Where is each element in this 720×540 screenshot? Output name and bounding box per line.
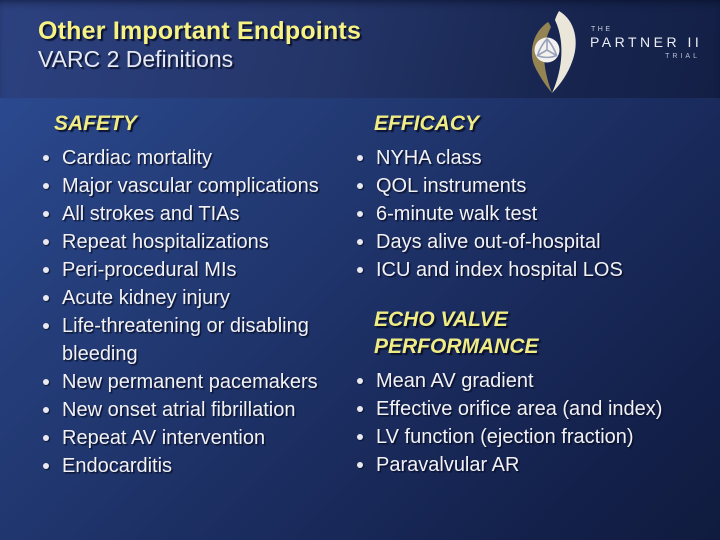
efficacy-list: NYHA class QOL instruments 6-minute walk t… bbox=[354, 144, 710, 284]
bullet-dot bbox=[357, 239, 363, 245]
list-item: 6-minute walk test bbox=[354, 200, 710, 228]
list-item: Cardiac mortality bbox=[40, 144, 352, 172]
list-item-text: New permanent pacemakers bbox=[62, 371, 318, 393]
echo-valve-performance-heading: ECHO VALVE PERFORMANCE bbox=[374, 308, 539, 358]
bullet-dot bbox=[43, 379, 49, 385]
list-item-text: Endocarditis bbox=[62, 455, 173, 477]
bullet-dot bbox=[43, 183, 49, 189]
bullet-dot bbox=[357, 183, 363, 189]
logo-text: THE PARTNER II TRIAL bbox=[590, 26, 704, 60]
list-item: Repeat hospitalizations bbox=[40, 228, 352, 256]
logo-the: THE bbox=[591, 26, 613, 33]
list-item-text: Acute kidney injury bbox=[62, 287, 230, 309]
bullet-dot bbox=[357, 378, 363, 384]
list-item: All strokes and TIAs bbox=[40, 200, 352, 228]
list-item: LV function (ejection fraction) bbox=[354, 423, 710, 451]
list-item-text: Paravalvular AR bbox=[376, 454, 520, 476]
list-item: Peri-procedural MIs bbox=[40, 256, 352, 284]
bullet-dot bbox=[43, 323, 49, 329]
bullet-dot bbox=[43, 211, 49, 217]
header-band bbox=[0, 0, 720, 98]
list-item: Effective orifice area (and index) bbox=[354, 395, 710, 423]
bullet-dot bbox=[43, 239, 49, 245]
list-item: Days alive out-of-hospital bbox=[354, 228, 710, 256]
heart-valve-icon bbox=[531, 11, 576, 93]
safety-list: Cardiac mortality Major vascular complica… bbox=[40, 144, 352, 480]
echo-list: Mean AV gradient Effective orifice area (… bbox=[354, 367, 710, 479]
list-item-text: Major vascular complications bbox=[62, 175, 319, 197]
bullet-dot bbox=[357, 462, 363, 468]
list-item-text: Effective orifice area (and index) bbox=[376, 398, 663, 420]
page-title: Other Important Endpoints bbox=[38, 17, 362, 45]
logo-trial: TRIAL bbox=[665, 53, 700, 60]
list-item-text: All strokes and TIAs bbox=[62, 203, 240, 225]
list-item-text: Peri-procedural MIs bbox=[62, 259, 237, 281]
list-item: NYHA class bbox=[354, 144, 710, 172]
list-item: Paravalvular AR bbox=[354, 451, 710, 479]
list-item: Endocarditis bbox=[40, 452, 352, 480]
list-item: Repeat AV intervention bbox=[40, 424, 352, 452]
list-item-text: New onset atrial fibrillation bbox=[62, 399, 296, 421]
efficacy-heading: EFFICACY bbox=[374, 112, 479, 135]
list-item: Mean AV gradient bbox=[354, 367, 710, 395]
list-item: Life-threatening or disabling bleeding bbox=[40, 312, 352, 368]
bullet-dot bbox=[43, 295, 49, 301]
bullet-dot bbox=[43, 267, 49, 273]
list-item-text: Life-threatening or disabling bleeding bbox=[62, 315, 309, 365]
safety-heading: SAFETY bbox=[54, 112, 137, 135]
list-item: Major vascular complications bbox=[40, 172, 352, 200]
list-item-text: Cardiac mortality bbox=[62, 147, 213, 169]
list-item-text: Repeat AV intervention bbox=[62, 427, 266, 449]
list-item-text: NYHA class bbox=[376, 147, 482, 169]
efficacy-column: EFFICACY NYHA class QOL instruments 6-minu… bbox=[354, 110, 710, 479]
list-item: ICU and index hospital LOS bbox=[354, 256, 710, 284]
bullet-dot bbox=[357, 406, 363, 412]
bullet-dot bbox=[43, 435, 49, 441]
bullet-dot bbox=[43, 155, 49, 161]
list-item: Acute kidney injury bbox=[40, 284, 352, 312]
bullet-dot bbox=[357, 211, 363, 217]
bullet-dot bbox=[357, 434, 363, 440]
bullet-dot bbox=[357, 155, 363, 161]
partner-trial-logo: THE PARTNER II TRIAL bbox=[524, 8, 704, 94]
bullet-dot bbox=[357, 267, 363, 273]
list-item-text: LV function (ejection fraction) bbox=[376, 426, 634, 448]
list-item-text: Mean AV gradient bbox=[376, 370, 534, 392]
bullet-dot bbox=[43, 407, 49, 413]
list-item-text: 6-minute walk test bbox=[376, 203, 538, 225]
page-subtitle: VARC 2 Definitions bbox=[38, 46, 234, 72]
logo-partner: PARTNER II bbox=[590, 34, 703, 50]
list-item: QOL instruments bbox=[354, 172, 710, 200]
list-item-text: Days alive out-of-hospital bbox=[376, 231, 601, 253]
list-item-text: Repeat hospitalizations bbox=[62, 231, 269, 253]
title-block: Other Important Endpoints VARC 2 Definit… bbox=[38, 16, 361, 73]
list-item-text: ICU and index hospital LOS bbox=[376, 259, 623, 281]
list-item: New permanent pacemakers bbox=[40, 368, 352, 396]
list-item: New onset atrial fibrillation bbox=[40, 396, 352, 424]
bullet-dot bbox=[43, 463, 49, 469]
list-item-text: QOL instruments bbox=[376, 175, 527, 197]
safety-column: SAFETY Cardiac mortality Major vascular c… bbox=[40, 110, 352, 480]
